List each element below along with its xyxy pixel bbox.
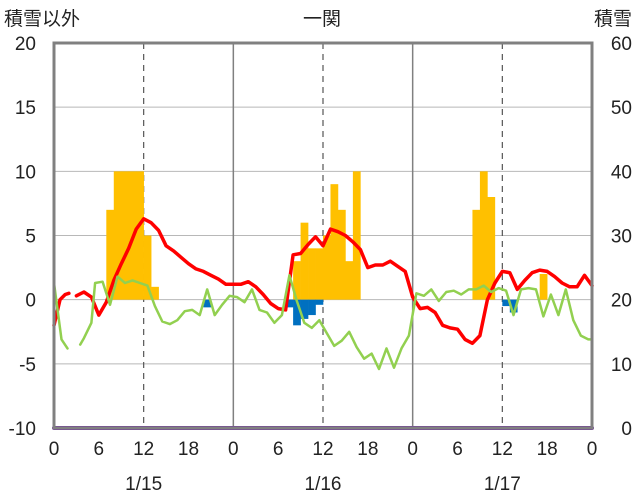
bar (203, 299, 212, 308)
bar (315, 248, 324, 300)
x-tick-label: 0 (587, 439, 598, 460)
x-tick-label: 0 (49, 439, 60, 460)
bar (472, 209, 481, 300)
day-label: 1/17 (484, 474, 521, 495)
day-label: 1/16 (305, 474, 342, 495)
left-axis-label: 積雪以外 (4, 8, 80, 30)
left-tick-label: 0 (25, 291, 36, 312)
right-tick-label: 10 (611, 355, 632, 376)
right-axis-ticks: 0 10 20 30 40 50 60 (611, 34, 632, 440)
x-tick-label: 18 (537, 439, 558, 460)
right-tick-label: 60 (611, 34, 632, 55)
left-tick-label: 15 (15, 98, 36, 119)
bar (315, 299, 324, 305)
x-tick-label: 6 (452, 439, 463, 460)
bar (300, 299, 309, 319)
x-tick-label: 6 (94, 439, 105, 460)
right-tick-label: 0 (621, 419, 632, 440)
series-line (78, 274, 594, 371)
bar (337, 209, 346, 300)
x-tick-label: 0 (228, 439, 239, 460)
series-line (74, 217, 594, 346)
bar (293, 261, 301, 300)
x-tick-label: 12 (312, 439, 333, 460)
bar (106, 209, 115, 300)
bar (323, 235, 331, 300)
right-tick-label: 50 (611, 98, 632, 119)
plot-frame (52, 41, 594, 430)
right-tick-label: 30 (611, 227, 632, 248)
x-tick-label: 18 (357, 439, 378, 460)
bar (121, 171, 130, 300)
x-tick-label: 12 (492, 439, 513, 460)
left-tick-label: -5 (19, 355, 36, 376)
bar (136, 171, 144, 300)
bar (293, 299, 301, 326)
right-tick-label: 40 (611, 162, 632, 183)
bar (502, 299, 511, 307)
right-tick-label: 20 (611, 291, 632, 312)
left-tick-label: 5 (25, 227, 36, 248)
bar (539, 274, 548, 300)
bar (487, 197, 496, 300)
bar (300, 222, 309, 300)
left-tick-label: 20 (15, 34, 36, 55)
left-tick-label: -10 (9, 419, 36, 440)
bar (308, 299, 316, 316)
bar (143, 235, 152, 300)
bar (330, 184, 339, 300)
bar (479, 171, 488, 300)
bar (352, 171, 361, 300)
x-tick-label: 0 (407, 439, 418, 460)
left-axis-ticks: -10 -5 0 5 10 15 20 (9, 34, 36, 440)
bar (308, 248, 316, 300)
day-label: 1/15 (125, 474, 162, 495)
bar (113, 171, 122, 300)
x-tick-label: 6 (273, 439, 284, 460)
x-tick-label: 12 (133, 439, 154, 460)
bar (509, 299, 518, 313)
bar (345, 261, 354, 300)
bar (151, 286, 159, 300)
x-axis-ticks: 0 6 12 18 0 6 12 18 0 6 12 18 0 (49, 439, 598, 460)
series-line (52, 281, 69, 350)
left-tick-label: 10 (15, 162, 36, 183)
right-axis-label: 積雪 (594, 8, 632, 30)
day-labels: 1/15 1/16 1/17 (125, 474, 521, 495)
chart-title: 一関 (303, 8, 341, 30)
x-tick-label: 18 (178, 439, 199, 460)
bar (285, 299, 294, 308)
